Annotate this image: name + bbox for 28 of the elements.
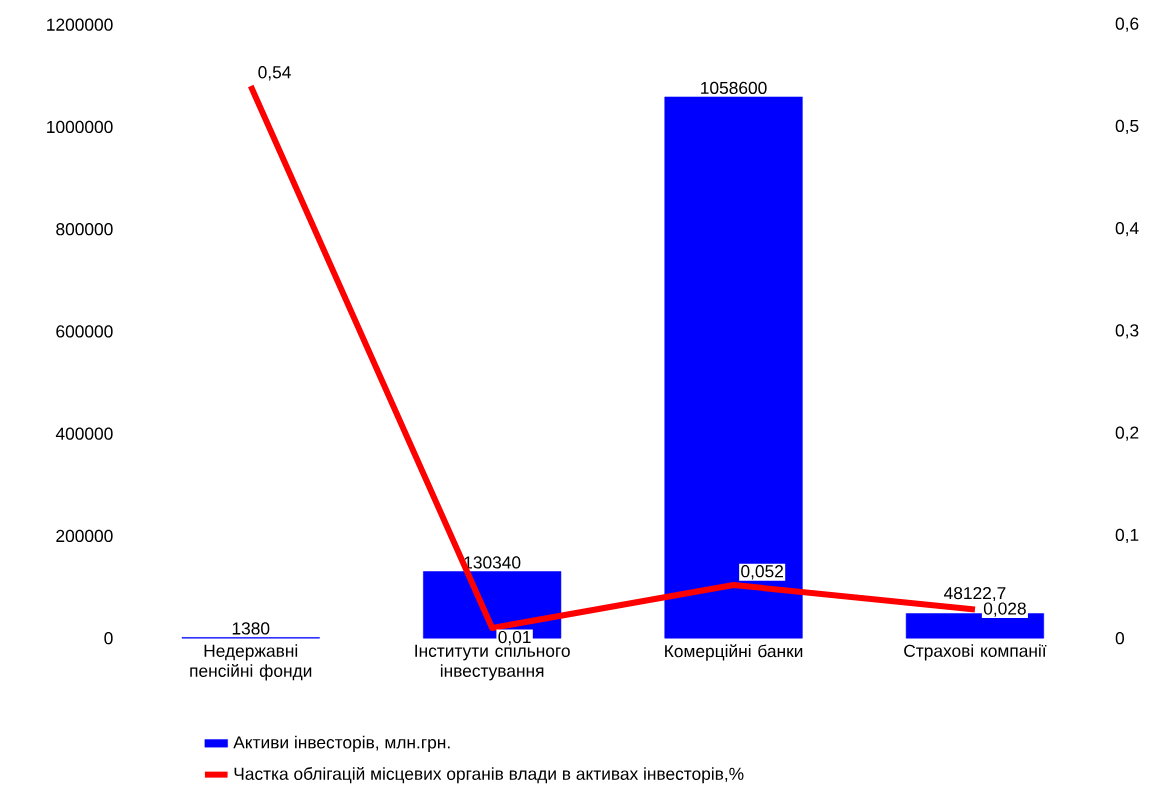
y2-tick-label: 0,2: [1115, 426, 1139, 441]
y-tick-label: 800000: [56, 223, 113, 236]
x-tick-label: Недержавні пенсійні фонди: [190, 644, 312, 681]
x-tick-label: Страхові компанії: [904, 644, 1047, 661]
data-label: 1380: [232, 622, 270, 635]
y-tick-label: 1000000: [47, 120, 113, 134]
y2-tick-label: 0,1: [1115, 528, 1139, 544]
data-label: 1058600: [701, 81, 767, 95]
x-tick-label: Комерційні банки: [665, 644, 803, 661]
legend-label: Активи інвесторів, млн.грн.: [233, 735, 450, 752]
y-tick-label: 400000: [55, 427, 113, 440]
data-label: 0,052: [741, 565, 783, 580]
y-tick-label: 600000: [56, 325, 113, 338]
y2-tick-label: 0,3: [1115, 324, 1139, 339]
data-label: 0,028: [983, 602, 1026, 617]
y-tick-label: 200000: [56, 529, 113, 543]
y2-tick-label: 0,4: [1115, 222, 1139, 237]
data-label: 0,01: [498, 630, 531, 646]
data-label: 48122,7: [944, 587, 1006, 602]
y2-tick-label: 0: [1115, 632, 1124, 645]
bar: [664, 96, 803, 639]
y2-tick-label: 0,5: [1115, 119, 1139, 135]
data-label: 0,54: [258, 66, 291, 81]
legend-label: Частка облігацій місцевих органів влади в активах інвесторів,%: [234, 766, 744, 784]
y2-tick-label: 0,6: [1115, 17, 1139, 32]
data-label: 130340: [464, 556, 521, 569]
y-tick-label: 1200000: [47, 18, 113, 31]
y-tick-label: 0: [104, 632, 113, 645]
